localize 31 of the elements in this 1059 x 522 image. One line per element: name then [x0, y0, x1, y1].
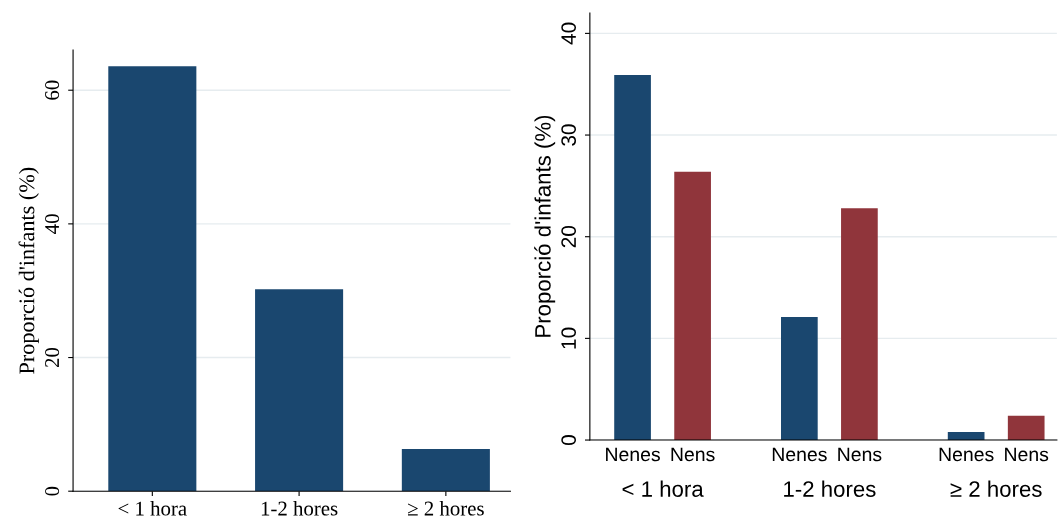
text: Nens	[1005, 447, 1049, 462]
x-tick-label: < 1 hora	[118, 500, 187, 516]
y-tick-label: 40	[561, 22, 577, 45]
y-tick-label: 60	[45, 80, 60, 100]
text: Nens	[838, 447, 882, 462]
x-tick-label: ≥ 2 hores	[950, 480, 1042, 497]
bar	[108, 66, 197, 492]
x-tick-label: 1-2 hores	[784, 480, 876, 497]
bar	[781, 317, 818, 441]
y-tick-label: 10	[561, 327, 577, 349]
bar	[1007, 415, 1045, 441]
x-tick-label: < 1 hora	[622, 480, 704, 497]
y-tick-label: 40	[45, 214, 60, 234]
x-tick-label: ≥ 2 hores	[408, 500, 484, 516]
x-tick-label: 1-2 hores	[261, 500, 338, 516]
series-label: Nenes	[606, 447, 660, 462]
y-tick-label: 0	[45, 486, 60, 496]
bar	[841, 208, 878, 441]
y-tick-label: 30	[561, 124, 577, 146]
y-tick-label: 20	[561, 225, 577, 248]
y-axis-title: Proporció d'infants (%)	[18, 167, 39, 374]
bar	[401, 449, 490, 492]
y-axis-title: Proporció d'infants (%)	[534, 115, 556, 337]
series-label: Nens	[671, 447, 715, 462]
bar	[614, 75, 651, 441]
bar	[674, 171, 711, 441]
y-tick-label: 20	[45, 347, 60, 368]
y-tick-label: 0	[561, 435, 577, 446]
bar	[255, 289, 344, 492]
text: Nenes	[939, 447, 994, 462]
text: Nenes	[772, 447, 827, 462]
